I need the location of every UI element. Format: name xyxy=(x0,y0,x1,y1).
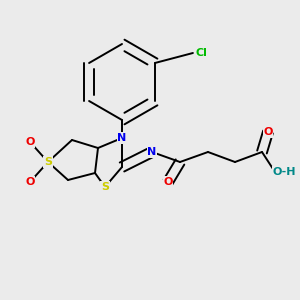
Text: O: O xyxy=(25,137,35,147)
Text: N: N xyxy=(147,147,157,157)
Text: S: S xyxy=(44,157,52,167)
Text: O: O xyxy=(263,127,273,137)
Text: O: O xyxy=(25,177,35,187)
Text: O-H: O-H xyxy=(272,167,296,177)
Text: N: N xyxy=(117,133,127,143)
Text: Cl: Cl xyxy=(196,48,208,58)
Text: S: S xyxy=(101,182,109,192)
Text: O: O xyxy=(163,177,173,187)
